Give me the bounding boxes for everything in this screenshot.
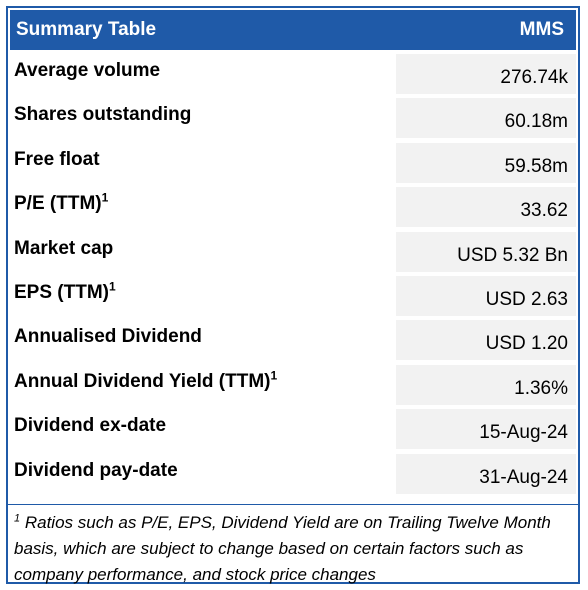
table-row: Annual Dividend Yield (TTM)1 1.36% <box>10 364 576 405</box>
table-row: Average volume 276.74k <box>10 54 576 94</box>
row-value: USD 1.20 <box>396 320 576 361</box>
table-row: Annualised Dividend USD 1.20 <box>10 320 576 361</box>
row-label: Free float <box>14 148 100 170</box>
row-label: Annualised Dividend <box>14 326 202 348</box>
row-label: Annual Dividend Yield (TTM)1 <box>14 368 278 392</box>
table-row: EPS (TTM)1 USD 2.63 <box>10 275 576 316</box>
table-row: Free float 59.58m <box>10 142 576 183</box>
row-label: Dividend pay-date <box>14 459 178 481</box>
row-value: USD 2.63 <box>396 275 576 316</box>
row-label: P/E (TTM)1 <box>14 190 109 215</box>
table-body: Average volume 276.74k Shares outstandin… <box>10 54 576 498</box>
summary-table: Summary Table MMS Average volume 276.74k… <box>6 6 580 584</box>
footnote-text: Ratios such as P/E, EPS, Dividend Yield … <box>14 513 551 584</box>
row-label: Shares outstanding <box>14 104 192 126</box>
table-title: Summary Table <box>16 19 157 40</box>
row-value: 1.36% <box>396 364 576 405</box>
row-label: EPS (TTM)1 <box>14 279 116 303</box>
table-row: P/E (TTM)1 33.62 <box>10 187 576 228</box>
row-label: Market cap <box>14 237 114 259</box>
table-row: Dividend pay-date 31-Aug-24 <box>10 453 576 494</box>
row-value: 60.18m <box>396 98 576 139</box>
footnote-marker: 1 <box>14 512 21 525</box>
row-label: Average volume <box>14 60 161 81</box>
row-value: 33.62 <box>396 187 576 228</box>
row-value: 276.74k <box>396 54 576 94</box>
row-value: 59.58m <box>396 142 576 183</box>
table-row: Shares outstanding 60.18m <box>10 98 576 139</box>
table-row: Market cap USD 5.32 Bn <box>10 231 576 272</box>
row-value: USD 5.32 Bn <box>396 231 576 272</box>
footnote: 1 Ratios such as P/E, EPS, Dividend Yiel… <box>14 510 572 588</box>
row-label: Dividend ex-date <box>14 415 167 437</box>
ticker-symbol: MMS <box>519 19 564 40</box>
row-value: 31-Aug-24 <box>396 453 576 494</box>
footnote-divider <box>8 504 578 505</box>
table-row: Dividend ex-date 15-Aug-24 <box>10 409 576 450</box>
row-value: 15-Aug-24 <box>396 409 576 450</box>
table-header: Summary Table MMS <box>10 10 576 50</box>
